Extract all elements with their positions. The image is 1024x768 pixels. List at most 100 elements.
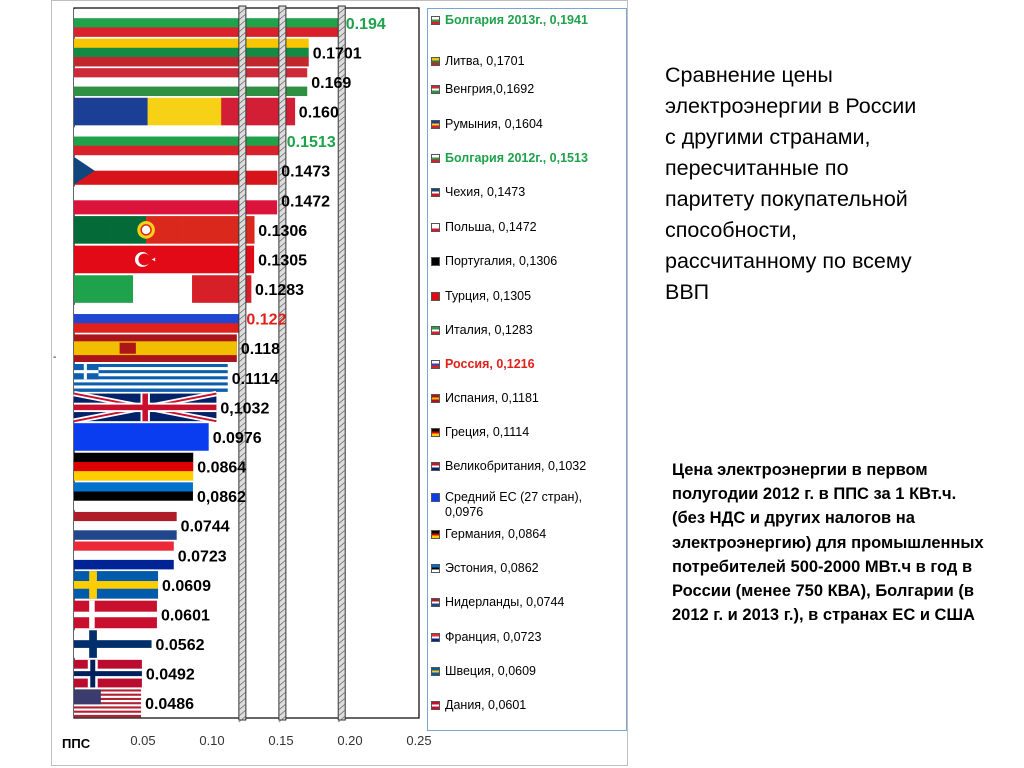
value-label: 0.0486 xyxy=(145,696,194,713)
bar-22 xyxy=(74,630,152,658)
x-tick-label: 0.25 xyxy=(406,733,431,748)
legend-label: Россия, 0,1216 xyxy=(445,357,535,371)
bar-20 xyxy=(74,571,159,599)
value-label: 0.1513 xyxy=(287,134,336,151)
value-label: 0.1473 xyxy=(281,164,330,181)
legend-label: Испания, 0,1181 xyxy=(445,391,539,405)
legend-swatch-icon xyxy=(431,493,440,502)
legend-label: Средний ЕС (27 стран), 0,0976 xyxy=(445,490,583,519)
bar-17 xyxy=(74,482,193,511)
x-tick-label: 0.20 xyxy=(337,733,362,748)
legend-label: Венгрия,0,1692 xyxy=(445,82,535,96)
legend-label: Италия, 0,1283 xyxy=(445,323,533,337)
value-label: 0.0976 xyxy=(213,430,262,447)
value-label: 0.1472 xyxy=(281,193,330,210)
value-label: 0.0562 xyxy=(156,637,205,654)
chart-frame xyxy=(51,0,628,766)
x-tick-label: 0.10 xyxy=(199,733,224,748)
chart-legend: Болгария 2013г., 0,1941 Литва, 0,1701 Венг… xyxy=(427,8,627,731)
value-label: 0.0609 xyxy=(162,578,211,595)
legend-label: Болгария 2012г., 0,1513 xyxy=(445,151,588,165)
bar-9 xyxy=(74,245,255,274)
bar-12 xyxy=(74,334,237,362)
legend-swatch-icon xyxy=(431,701,440,710)
legend-swatch-icon xyxy=(431,394,440,403)
x-tick-label: 0.05 xyxy=(130,733,155,748)
value-label: 0.0723 xyxy=(178,548,227,565)
value-label: 0,1032 xyxy=(220,400,269,417)
bar-21 xyxy=(74,600,157,629)
legend-swatch-icon xyxy=(431,57,440,66)
legend-swatch-icon xyxy=(431,120,440,129)
value-label: 0.194 xyxy=(346,16,386,33)
legend-label: Греция, 0,1114 xyxy=(445,425,530,439)
legend-swatch-icon xyxy=(431,292,440,301)
x-tick-label: 0.15 xyxy=(268,733,293,748)
legend-swatch-icon xyxy=(431,360,440,369)
legend-swatch-icon xyxy=(431,257,440,266)
chart-note: Цена электроэнергии в первом полугодии 2… xyxy=(672,461,984,625)
value-label: 0.0864 xyxy=(197,460,246,477)
legend-swatch-icon xyxy=(431,564,440,573)
bar-10 xyxy=(74,275,252,303)
legend-label: Румыния, 0,1604 xyxy=(445,117,543,131)
value-label: 0.0744 xyxy=(181,519,230,536)
reference-line-2 xyxy=(278,5,287,723)
legend-swatch-icon xyxy=(431,16,440,25)
value-label: 0.122 xyxy=(246,312,286,329)
value-label: 0.1114 xyxy=(232,371,279,388)
legend-label: Германия, 0,0864 xyxy=(445,527,547,541)
legend-swatch-icon xyxy=(431,154,440,163)
legend-swatch-icon xyxy=(431,530,440,539)
bar-2 xyxy=(74,38,309,67)
bar-24 xyxy=(74,689,142,718)
legend-label: Польша, 0,1472 xyxy=(445,220,537,234)
bar-3 xyxy=(74,68,308,97)
bar-7 xyxy=(74,186,278,215)
value-label: 0.1306 xyxy=(258,223,307,240)
value-label: 0.118 xyxy=(241,341,280,358)
bar-1 xyxy=(74,9,342,37)
legend-label: Чехия, 0,1473 xyxy=(445,185,526,199)
bar-5 xyxy=(74,127,283,156)
bar-23 xyxy=(74,659,142,688)
reference-line-3 xyxy=(337,5,346,723)
legend-swatch-icon xyxy=(431,633,440,642)
value-label: 0.169 xyxy=(311,75,351,92)
legend-label: Португалия, 0,1306 xyxy=(445,254,558,268)
y-axis-mark: - xyxy=(53,352,57,363)
legend-swatch-icon xyxy=(431,223,440,232)
legend-label: Болгария 2013г., 0,1941 xyxy=(445,13,588,27)
legend-label: Швеция, 0,0609 xyxy=(445,664,536,678)
bar-19 xyxy=(74,541,174,570)
x-axis-label: ППС xyxy=(62,736,91,751)
legend-label: Дания, 0,0601 xyxy=(445,698,527,712)
legend-swatch-icon xyxy=(431,667,440,676)
bar-15 xyxy=(74,423,209,451)
bar-4 xyxy=(74,97,296,126)
value-label: 0.160 xyxy=(299,105,339,122)
value-label: 0.0492 xyxy=(146,667,195,684)
legend-swatch-icon xyxy=(431,188,440,197)
value-label: 0.0601 xyxy=(161,607,210,624)
reference-line-1 xyxy=(238,5,247,723)
bar-18 xyxy=(74,511,177,540)
bar-11 xyxy=(74,304,243,333)
legend-swatch-icon xyxy=(431,85,440,94)
bar-13 xyxy=(74,364,228,392)
legend-label: Нидерланды, 0,0744 xyxy=(445,595,565,609)
legend-swatch-icon xyxy=(431,598,440,607)
slide-title: Сравнение цены электроэнергии в России с… xyxy=(665,63,917,304)
legend-label: Турция, 0,1305 xyxy=(445,289,532,303)
bar-14 xyxy=(73,390,217,424)
legend-swatch-icon xyxy=(431,326,440,335)
value-label: 0,0862 xyxy=(197,489,246,506)
bar-6 xyxy=(74,156,278,185)
value-label: 0.1283 xyxy=(255,282,304,299)
value-label: 0.1701 xyxy=(313,45,362,62)
legend-label: Литва, 0,1701 xyxy=(445,54,525,68)
legend-label: Великобритания, 0,1032 xyxy=(445,459,587,473)
value-label: 0.1305 xyxy=(258,252,307,269)
bar-16 xyxy=(74,452,194,481)
